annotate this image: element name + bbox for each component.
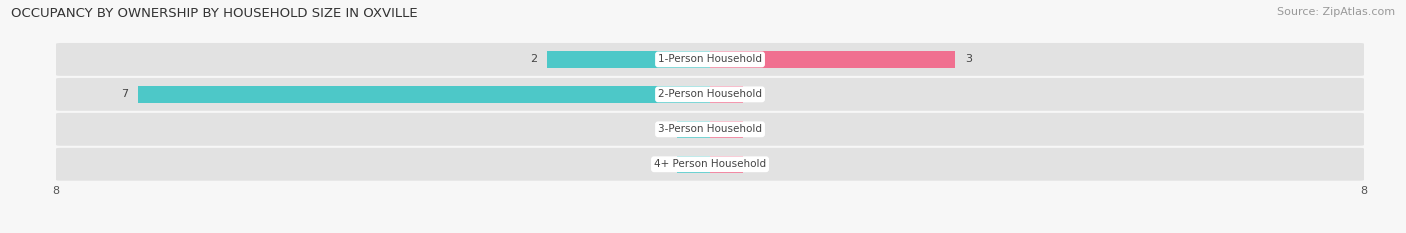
Bar [678, 121, 710, 138]
Bar [710, 121, 742, 138]
FancyBboxPatch shape [53, 113, 1367, 146]
Bar [710, 156, 742, 173]
Text: 2-Person Household: 2-Person Household [658, 89, 762, 99]
Text: 0: 0 [752, 124, 759, 134]
Bar [138, 86, 710, 103]
FancyBboxPatch shape [53, 148, 1367, 181]
Bar [710, 86, 742, 103]
Text: 0: 0 [661, 124, 668, 134]
Text: 4+ Person Household: 4+ Person Household [654, 159, 766, 169]
Text: 0: 0 [661, 159, 668, 169]
Text: OCCUPANCY BY OWNERSHIP BY HOUSEHOLD SIZE IN OXVILLE: OCCUPANCY BY OWNERSHIP BY HOUSEHOLD SIZE… [11, 7, 418, 20]
Text: 3-Person Household: 3-Person Household [658, 124, 762, 134]
Text: 0: 0 [752, 89, 759, 99]
Text: 2: 2 [530, 55, 537, 64]
Text: 0: 0 [752, 159, 759, 169]
Bar [710, 51, 955, 68]
FancyBboxPatch shape [53, 43, 1367, 76]
Text: 7: 7 [121, 89, 128, 99]
Text: Source: ZipAtlas.com: Source: ZipAtlas.com [1277, 7, 1395, 17]
FancyBboxPatch shape [53, 78, 1367, 111]
Text: 1-Person Household: 1-Person Household [658, 55, 762, 64]
Text: 3: 3 [965, 55, 972, 64]
Bar [678, 156, 710, 173]
Bar [547, 51, 710, 68]
